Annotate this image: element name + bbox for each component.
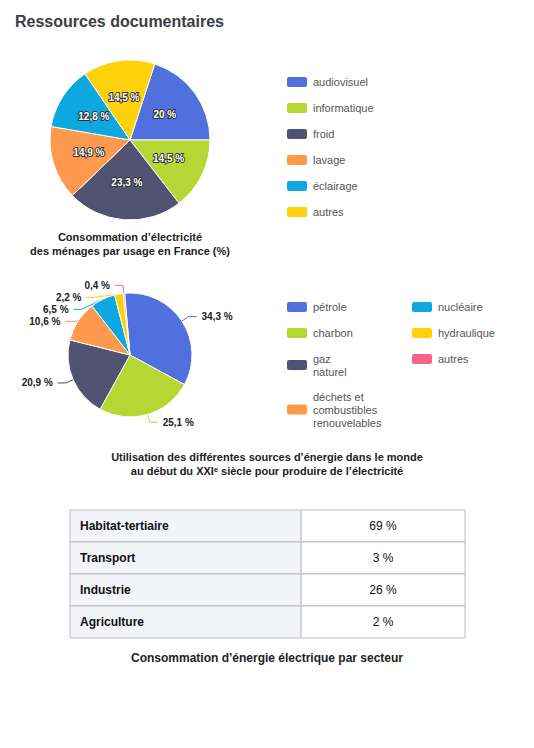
svg-text:14,5 %: 14,5 % [153, 153, 184, 164]
svg-text:14,5 %: 14,5 % [108, 92, 139, 103]
svg-text:combustibles: combustibles [313, 404, 378, 416]
svg-text:25,1 %: 25,1 % [163, 417, 194, 428]
svg-text:naturel: naturel [313, 366, 347, 378]
svg-text:Habitat-tertiaire: Habitat-tertiaire [80, 519, 169, 533]
svg-text:Transport: Transport [80, 551, 135, 565]
svg-text:hydraulique: hydraulique [438, 327, 495, 339]
svg-text:gaz: gaz [313, 353, 331, 365]
svg-text:Industrie: Industrie [80, 583, 131, 597]
svg-text:10,6 %: 10,6 % [29, 316, 60, 327]
svg-text:Utilisation des différentes so: Utilisation des différentes sources d’én… [111, 451, 423, 463]
svg-text:autres: autres [438, 353, 469, 365]
svg-text:des ménages par usage en Franc: des ménages par usage en France (%) [30, 245, 230, 257]
svg-text:3 %: 3 % [373, 551, 394, 565]
svg-text:20 %: 20 % [153, 109, 176, 120]
svg-text:Consommation d’énergie électri: Consommation d’énergie électrique par se… [131, 651, 403, 665]
svg-text:2 %: 2 % [373, 615, 394, 629]
svg-text:pétrole: pétrole [313, 301, 347, 313]
svg-text:autres: autres [313, 206, 344, 218]
svg-text:informatique: informatique [313, 102, 374, 114]
svg-text:2,2 %: 2,2 % [56, 292, 82, 303]
svg-text:14,9 %: 14,9 % [73, 147, 104, 158]
svg-text:6,5 %: 6,5 % [43, 304, 69, 315]
svg-text:Consommation d’électricité: Consommation d’électricité [58, 231, 202, 243]
svg-text:éclairage: éclairage [313, 180, 358, 192]
svg-text:0,4 %: 0,4 % [84, 280, 110, 291]
svg-text:nucléaire: nucléaire [438, 301, 483, 313]
svg-text:déchets et: déchets et [313, 391, 364, 403]
svg-text:lavage: lavage [313, 154, 345, 166]
svg-text:12,8 %: 12,8 % [78, 111, 109, 122]
svg-text:froid: froid [313, 128, 334, 140]
svg-text:20,9 %: 20,9 % [22, 377, 53, 388]
svg-text:34,3 %: 34,3 % [202, 311, 233, 322]
svg-text:au début du XXIᵉ siècle pour p: au début du XXIᵉ siècle pour produire de… [131, 465, 403, 477]
svg-text:Ressources documentaires: Ressources documentaires [15, 13, 224, 30]
svg-text:renouvelables: renouvelables [313, 417, 382, 429]
svg-text:charbon: charbon [313, 327, 353, 339]
svg-text:23,3 %: 23,3 % [111, 177, 142, 188]
svg-text:audiovisuel: audiovisuel [313, 76, 368, 88]
svg-text:26 %: 26 % [369, 583, 397, 597]
svg-text:Agriculture: Agriculture [80, 615, 144, 629]
svg-text:69 %: 69 % [369, 519, 397, 533]
